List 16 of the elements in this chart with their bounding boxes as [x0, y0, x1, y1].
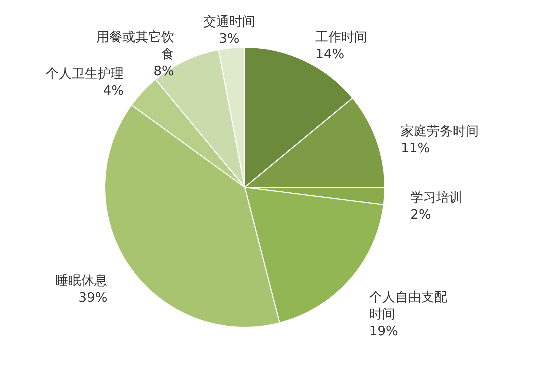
slice-label: 个人卫生护理 [46, 66, 124, 82]
data-label: 19% [370, 324, 398, 340]
data-label: 4% [103, 84, 124, 99]
data-label: 39% [78, 290, 108, 306]
data-label: 14% [316, 47, 345, 62]
data-label: 8% [154, 64, 174, 80]
slice-label: 工作时间 [316, 30, 368, 46]
slice-label: 用餐或其它饮食 [96, 29, 174, 62]
slice-label: 睡眠休息 [56, 274, 108, 289]
data-label: 11% [401, 141, 430, 156]
data-label: 2% [410, 208, 432, 223]
data-label: 3% [219, 32, 240, 48]
slice-label: 家庭劳务时间 [401, 123, 480, 140]
slice-label: 交通时间 [203, 14, 256, 30]
slice-label: 学习培训 [410, 190, 463, 206]
slice-label: 个人自由支配时间 [370, 290, 448, 322]
